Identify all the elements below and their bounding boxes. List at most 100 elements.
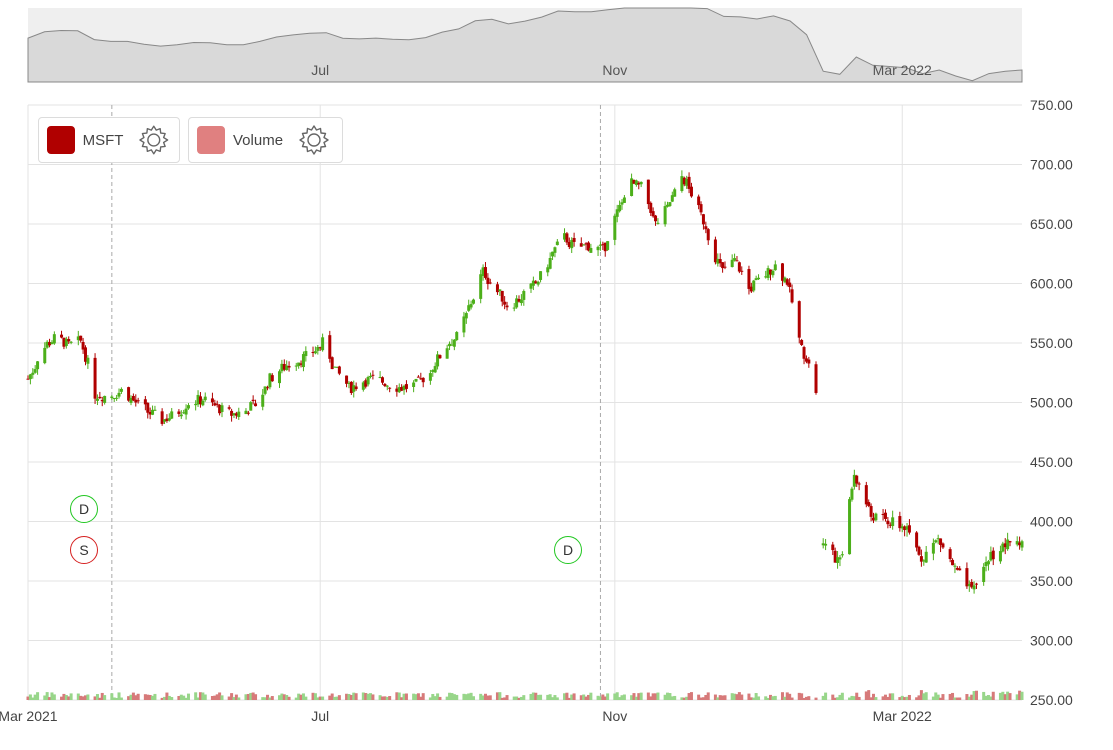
candle xyxy=(582,244,586,246)
volume-bar xyxy=(881,696,885,700)
volume-bar xyxy=(337,695,341,700)
candle xyxy=(333,366,337,368)
legend-item-volume[interactable]: Volume xyxy=(188,117,343,163)
volume-bar xyxy=(931,696,935,700)
candle xyxy=(567,242,571,247)
candle xyxy=(117,392,121,397)
candle xyxy=(263,386,267,394)
gear-icon[interactable] xyxy=(297,123,331,157)
candle xyxy=(301,354,305,368)
candle xyxy=(438,355,442,359)
candle xyxy=(227,407,231,409)
candle xyxy=(955,567,959,570)
split-marker[interactable]: S xyxy=(70,536,98,564)
volume-bar xyxy=(852,696,856,700)
volume-bar xyxy=(632,693,636,700)
legend-item-msft[interactable]: MSFT xyxy=(38,117,180,163)
candle xyxy=(364,380,368,387)
volume-bar xyxy=(129,694,133,700)
candle xyxy=(1008,541,1012,543)
candle xyxy=(86,357,90,364)
x-tick-label: Nov xyxy=(602,708,627,724)
volume-bar xyxy=(915,697,919,700)
volume-bar xyxy=(428,697,432,700)
candle xyxy=(934,540,938,543)
volume-bar xyxy=(328,695,332,700)
volume-bar xyxy=(380,696,384,700)
volume-bar xyxy=(48,697,52,700)
candle xyxy=(869,506,873,517)
volume-bar xyxy=(972,691,976,700)
candle xyxy=(905,526,909,530)
volume-bar xyxy=(244,694,248,700)
dividend-marker[interactable]: D xyxy=(70,495,98,523)
legend-label-volume: Volume xyxy=(233,131,284,149)
volume-bar xyxy=(304,696,308,700)
candle xyxy=(864,485,868,505)
candle xyxy=(416,376,420,378)
volume-bar xyxy=(220,695,224,700)
candle xyxy=(613,215,617,240)
dividend-marker[interactable]: D xyxy=(554,536,582,564)
navigator-tick-label: Mar 2022 xyxy=(873,62,932,78)
volume-bar xyxy=(699,697,703,700)
candle xyxy=(33,369,37,373)
volume-bar xyxy=(888,693,892,700)
volume-bar xyxy=(1020,691,1024,700)
candle xyxy=(67,339,71,342)
volume-bar xyxy=(95,694,99,700)
volume-bar xyxy=(864,691,868,700)
volume-swatch xyxy=(197,126,225,154)
candle xyxy=(455,332,459,341)
candle xyxy=(83,347,87,362)
gear-icon[interactable] xyxy=(137,123,171,157)
volume-bar xyxy=(721,695,725,700)
candle xyxy=(515,298,519,308)
candle xyxy=(503,301,507,305)
candle xyxy=(682,177,686,185)
candle xyxy=(380,377,384,383)
volume-bar xyxy=(821,695,825,700)
candle xyxy=(210,398,214,403)
candle xyxy=(297,362,301,367)
volume-bar xyxy=(917,695,921,700)
volume-bar xyxy=(871,693,875,700)
candle xyxy=(749,286,753,292)
candle xyxy=(883,512,887,519)
candle xyxy=(277,371,281,384)
candle xyxy=(529,283,533,289)
volume-bar xyxy=(330,693,334,700)
volume-bar xyxy=(951,692,955,700)
volume-bar xyxy=(874,697,878,700)
candle xyxy=(603,242,607,252)
candle xyxy=(285,365,289,371)
volume-bar xyxy=(555,697,559,700)
volume-bar xyxy=(974,690,978,700)
candle xyxy=(467,305,471,311)
candle xyxy=(649,202,653,213)
candle xyxy=(563,233,567,240)
volume-bar xyxy=(651,693,655,700)
candle xyxy=(951,559,955,566)
volume-bar xyxy=(982,691,986,700)
candle xyxy=(270,375,274,382)
volume-bar xyxy=(680,697,684,700)
candle xyxy=(618,204,622,212)
candle xyxy=(802,347,806,359)
volume-bar xyxy=(45,692,49,700)
volume-bar xyxy=(572,693,576,700)
volume-bar xyxy=(907,694,911,700)
candle xyxy=(412,382,416,387)
y-tick-label: 250.00 xyxy=(1030,692,1073,708)
volume-bar xyxy=(666,692,670,700)
candle xyxy=(915,532,919,548)
candle xyxy=(335,366,339,368)
volume-bar xyxy=(730,693,734,700)
volume-bar xyxy=(100,692,104,700)
volume-bar xyxy=(807,696,811,700)
navigator-tick-label: Nov xyxy=(602,62,627,78)
volume-bar xyxy=(347,694,351,700)
volume-bar xyxy=(551,697,555,700)
volume-bar xyxy=(213,695,217,700)
